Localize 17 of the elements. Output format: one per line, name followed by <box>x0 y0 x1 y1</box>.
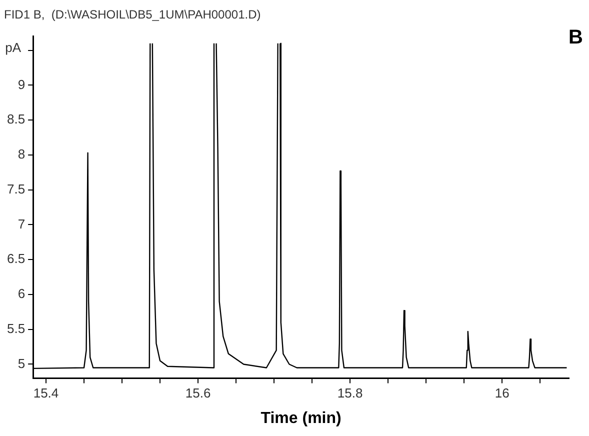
y-tick-label: 7 <box>18 216 26 232</box>
y-tick-label: 5.5 <box>6 320 26 336</box>
x-tick-label: 15.4 <box>33 386 59 401</box>
y-tick-label: 8.5 <box>6 112 26 127</box>
annotation: B <box>568 26 583 49</box>
y-tick-label: 7.5 <box>6 181 26 196</box>
x-axis-title: Time (min) <box>260 410 342 427</box>
x-tick-label: 16 <box>494 386 510 401</box>
y-tick-label: 5 <box>18 356 26 371</box>
x-tick-label: 15.6 <box>185 386 211 401</box>
x-tick-label: 15.8 <box>337 386 363 401</box>
y-tick-label: 6 <box>18 286 26 302</box>
y-tick-label: 8 <box>18 146 26 162</box>
chart-title: FID1 B, (D:\WASHOIL\DB5_1UM\PAH00001.D) <box>4 8 261 22</box>
y-tick-label: 9 <box>18 76 26 92</box>
y-axis-title: pA <box>5 40 22 55</box>
y-tick-label: 6.5 <box>6 251 26 266</box>
